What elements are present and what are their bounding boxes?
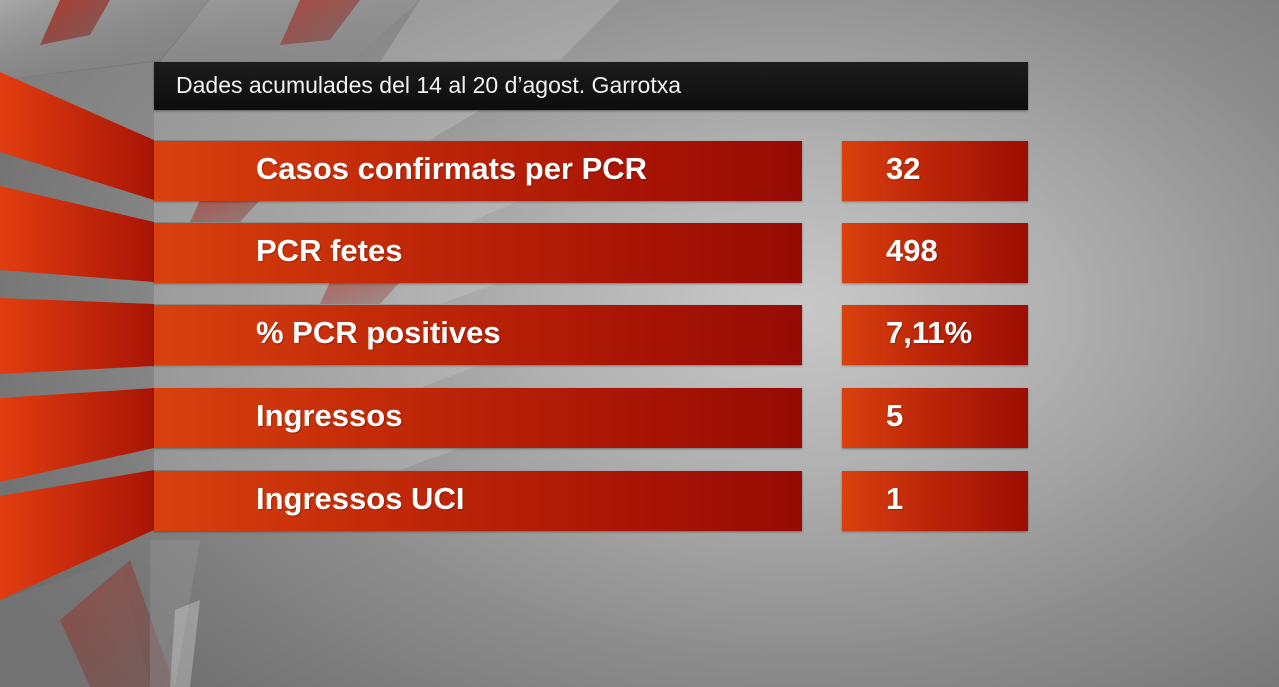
row-label: Ingressos UCI — [256, 481, 465, 516]
background-ribbons — [0, 72, 154, 600]
row-value-bar: 7,11% — [842, 305, 1028, 365]
title-bar: Dades acumulades del 14 al 20 d’agost. G… — [154, 62, 1028, 110]
row-value-bar: 1 — [842, 471, 1028, 531]
row-label: PCR fetes — [256, 233, 403, 268]
background-shards-bottom — [0, 540, 200, 687]
row-value: 7,11% — [886, 315, 973, 350]
row-value-bar: 498 — [842, 223, 1028, 283]
row-value-bar: 5 — [842, 388, 1028, 448]
row-value: 5 — [886, 398, 904, 433]
row-label: % PCR positives — [256, 315, 501, 350]
row-label-bar: % PCR positives — [154, 305, 802, 365]
data-row-casos-confirmats: Casos confirmats per PCR 32 — [154, 141, 1028, 201]
row-label: Casos confirmats per PCR — [256, 151, 648, 186]
row-label: Ingressos — [256, 398, 403, 433]
row-label-bar: Ingressos UCI — [154, 471, 802, 531]
data-row-pcr-fetes: PCR fetes 498 — [154, 223, 1028, 283]
row-label-bar: PCR fetes — [154, 223, 802, 283]
row-value: 498 — [886, 233, 938, 268]
row-value-bar: 32 — [842, 141, 1028, 201]
row-label-bar: Ingressos — [154, 388, 802, 448]
data-row-pcr-positives: % PCR positives 7,11% — [154, 305, 1028, 365]
page-title: Dades acumulades del 14 al 20 d’agost. G… — [176, 72, 682, 98]
data-row-ingressos-uci: Ingressos UCI 1 — [154, 471, 1028, 531]
row-label-bar: Casos confirmats per PCR — [154, 141, 802, 201]
row-value: 1 — [886, 481, 904, 516]
data-row-ingressos: Ingressos 5 — [154, 388, 1028, 448]
background-shards-middle — [154, 110, 520, 470]
row-value: 32 — [886, 151, 921, 186]
background-shards-top — [0, 0, 620, 140]
